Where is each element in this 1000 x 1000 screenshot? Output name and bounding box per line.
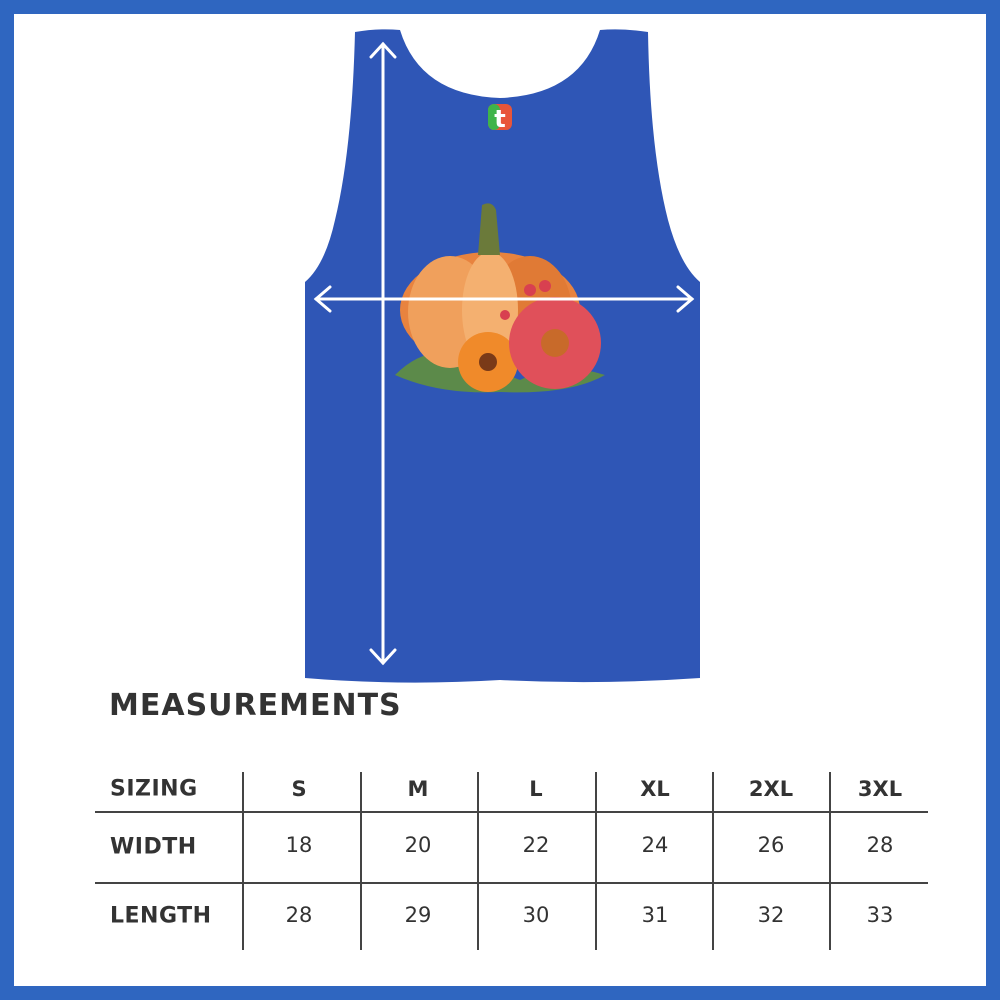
table-cell: 24 [641,833,669,857]
svg-text:t: t [494,105,505,133]
divider [712,772,714,950]
table-cell: 29 [404,903,432,927]
divider [829,772,831,950]
table-cell: 20 [404,833,432,857]
row-label-width: WIDTH [110,834,197,860]
header-size: 2XL [748,777,794,801]
table-cell: 28 [285,903,313,927]
header-size: S [291,777,307,801]
table-cell: 32 [757,903,785,927]
row-label-length: LENGTH [110,903,212,929]
table-cell: 31 [641,903,669,927]
header-size: M [407,777,429,801]
divider [360,772,362,950]
brand-logo: t [488,104,512,133]
table-cell: 30 [522,903,550,927]
divider [242,772,244,950]
divider [95,811,928,813]
table-cell: 22 [522,833,550,857]
table-cell: 33 [866,903,894,927]
header-sizing: SIZING [110,776,198,802]
table-cell: 26 [757,833,785,857]
header-size: 3XL [857,777,903,801]
measurement-arrows [313,41,695,666]
header-size: L [529,777,543,801]
table-cell: 28 [866,833,894,857]
measurements-title: MEASUREMENTS [109,688,402,723]
divider [95,882,928,884]
pumpkin-graphic [395,203,605,393]
divider [477,772,479,950]
header-size: XL [640,777,670,801]
table-cell: 18 [285,833,313,857]
divider [595,772,597,950]
